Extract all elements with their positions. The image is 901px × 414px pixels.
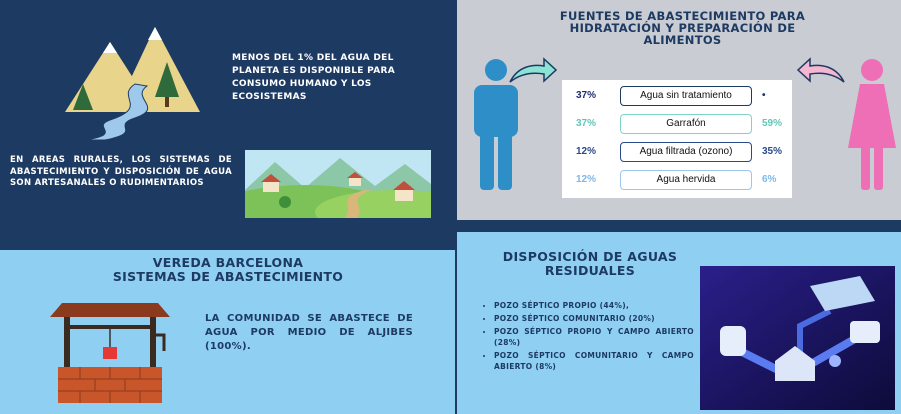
arrow-left [796,56,846,86]
adult-value: • [762,90,766,101]
title-line: RESIDUALES [475,264,705,278]
well-icon [50,295,170,403]
sources-title: FUENTES DE ABASTECIMIENTO PARA HIDRATACI… [540,10,825,46]
disposal-item: POZO SÉPTICO COMUNITARIO (20%) [494,313,694,324]
title-line: DISPOSICIÓN DE AGUAS [475,250,705,264]
sources-table: 37% Agua sin tratamiento • 37% Garrafón … [562,80,792,198]
infographic: MENOS DEL 1% DEL AGUA DEL PLANETA ES DIS… [0,0,901,414]
title-line: SISTEMAS DE ABASTECIMIENTO [40,270,416,284]
child-value: 37% [576,118,596,129]
title-line: VEREDA BARCELONA [40,256,416,270]
rural-text: EN AREAS RURALES, LOS SISTEMAS DE ABASTE… [10,155,232,190]
disposal-item: POZO SÉPTICO PROPIO (44%), [494,300,694,311]
mountains-icon [55,22,205,140]
disposal-item: POZO SÉPTICO COMUNITARIO Y CAMPO ABIERTO… [494,350,694,372]
plumbing-image [700,266,895,410]
table-row: 37% Garrafón 59% [562,112,792,136]
woman-icon [846,58,898,193]
disposal-item: POZO SÉPTICO PROPIO Y CAMPO ABIERTO (28%… [494,326,694,348]
child-value: 37% [576,90,596,101]
source-label: Garrafón [620,114,752,134]
source-label: Agua filtrada (ozono) [620,142,752,162]
vereda-title: VEREDA BARCELONA SISTEMAS DE ABASTECIMIE… [40,256,416,284]
child-value: 12% [576,146,596,157]
landscape-image [245,150,431,218]
child-value: 12% [576,174,596,185]
adult-value: 6% [762,174,776,185]
arrow-right [508,56,558,86]
source-label: Agua hervida [620,170,752,190]
source-label: Agua sin tratamiento [620,86,752,106]
fact-text: MENOS DEL 1% DEL AGUA DEL PLANETA ES DIS… [232,52,442,104]
disposal-title: DISPOSICIÓN DE AGUAS RESIDUALES [475,250,705,278]
adult-value: 35% [762,146,782,157]
table-row: 12% Agua filtrada (ozono) 35% [562,140,792,164]
table-row: 37% Agua sin tratamiento • [562,84,792,108]
disposal-list: POZO SÉPTICO PROPIO (44%), POZO SÉPTICO … [480,300,694,374]
table-row: 12% Agua hervida 6% [562,168,792,192]
adult-value: 59% [762,118,782,129]
vereda-text: LA COMUNIDAD SE ABASTECE DE AGUA POR MED… [205,312,413,354]
